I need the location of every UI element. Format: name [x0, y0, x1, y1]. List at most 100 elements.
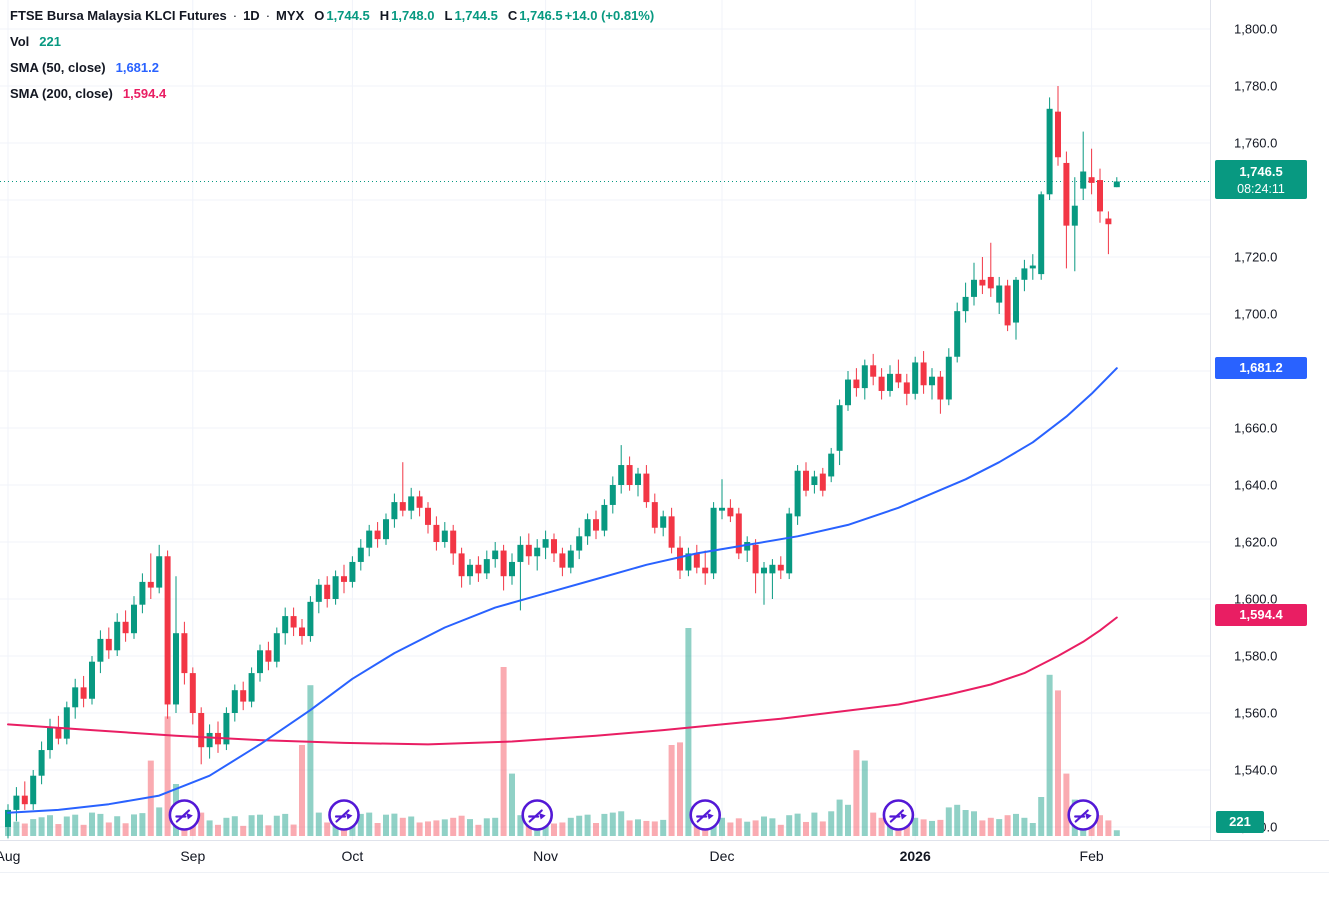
- candle-body: [72, 687, 79, 708]
- close-value: 1,746.5: [519, 8, 563, 23]
- candle-body: [399, 502, 406, 511]
- volume-bar: [55, 824, 62, 836]
- volume-bar: [593, 823, 599, 836]
- candlestick-chart-canvas[interactable]: [0, 0, 1210, 840]
- volume-bar: [315, 812, 322, 836]
- candle-body: [1046, 108, 1053, 195]
- candle-body: [299, 627, 305, 637]
- candle-body: [660, 516, 667, 528]
- contract-rollover-icon[interactable]: [328, 799, 360, 831]
- contract-rollover-icon[interactable]: [1067, 799, 1099, 831]
- candle-body: [349, 561, 356, 582]
- volume-bar: [987, 817, 994, 836]
- candle-body: [1055, 111, 1061, 158]
- volume-bar: [819, 821, 826, 836]
- contract-rollover-icon[interactable]: [521, 799, 554, 831]
- volume-bar: [803, 821, 809, 836]
- candle-body: [635, 473, 641, 485]
- price-axis[interactable]: 1,520.01,540.01,560.01,580.01,600.01,620…: [1210, 0, 1329, 840]
- candle-body: [609, 485, 616, 505]
- candle-body: [173, 633, 179, 705]
- price-axis-label: 1,600.0: [1234, 591, 1278, 607]
- volume-bar: [643, 820, 650, 836]
- volume-bar: [811, 812, 818, 836]
- volume-label: Vol: [10, 34, 30, 49]
- price-chart-pane[interactable]: FTSE Bursa Malaysia KLCI Futures · 1D · …: [0, 0, 1210, 840]
- legend-volume-row[interactable]: Vol 221: [10, 34, 654, 49]
- separator-dot: ·: [232, 8, 238, 23]
- candle-body: [618, 465, 625, 485]
- contract-rollover-icon[interactable]: [689, 799, 722, 831]
- volume-bar: [131, 814, 137, 836]
- chart-legend: FTSE Bursa Malaysia KLCI Futures · 1D · …: [10, 8, 654, 101]
- sma50-price-badge: 1,681.2: [1215, 356, 1307, 379]
- price-axis-label: 1,560.0: [1234, 705, 1278, 721]
- volume-bar: [1013, 813, 1019, 836]
- volume-bar: [769, 818, 776, 836]
- candle-body: [5, 809, 11, 827]
- candle-body: [139, 581, 146, 605]
- candle-body: [887, 373, 893, 391]
- candle-body: [559, 553, 566, 568]
- volume-value: 221: [39, 34, 61, 49]
- candle-body: [114, 621, 121, 651]
- sma50-label: SMA (50, close): [10, 60, 106, 75]
- volume-bar: [21, 823, 28, 836]
- interval-label[interactable]: 1D: [243, 8, 260, 23]
- contract-rollover-markers: [168, 799, 1099, 831]
- volume-bar: [584, 814, 591, 836]
- volume-bar: [668, 745, 675, 836]
- candle-body: [383, 519, 389, 540]
- contract-rollover-icon[interactable]: [882, 799, 915, 831]
- volume-bar: [492, 817, 499, 836]
- time-axis[interactable]: Aug Sep Oct Nov Dec 2026 Feb: [0, 840, 1329, 897]
- candle-body: [853, 379, 860, 389]
- volume-bar: [391, 813, 398, 836]
- contract-rollover-icon[interactable]: [168, 799, 201, 831]
- sma200-price-badge: 1,594.4: [1215, 603, 1307, 626]
- volume-bar: [1004, 815, 1011, 836]
- separator-dot: ·: [265, 8, 271, 23]
- time-axis-label: Aug: [0, 848, 21, 864]
- volume-bar: [408, 816, 415, 836]
- low-label: L: [444, 8, 453, 23]
- volume-bar: [525, 821, 532, 836]
- candle-body: [525, 544, 532, 557]
- volume-bar: [794, 813, 801, 836]
- legend-symbol-row[interactable]: FTSE Bursa Malaysia KLCI Futures · 1D · …: [10, 8, 654, 23]
- price-axis-label: 1,620.0: [1234, 534, 1278, 550]
- sma200-line[interactable]: [7, 616, 1118, 746]
- sma50-line[interactable]: [7, 367, 1118, 814]
- open-label: O: [314, 8, 325, 23]
- volume-bar: [1113, 830, 1120, 836]
- volume-bar: [231, 816, 238, 836]
- candle-body: [492, 550, 499, 560]
- candle-body: [467, 564, 473, 577]
- candle-body: [567, 550, 574, 568]
- volume-bar: [47, 815, 53, 836]
- volume-bar: [962, 810, 969, 836]
- candle-body: [811, 476, 818, 485]
- candle-body: [769, 564, 776, 574]
- candle-body: [509, 561, 515, 577]
- open-value: 1,744.5: [326, 8, 370, 23]
- price-axis-label: 1,720.0: [1234, 249, 1278, 265]
- volume-bar: [601, 813, 608, 836]
- candle-body: [38, 750, 45, 776]
- legend-sma50-row[interactable]: SMA (50, close) 1,681.2: [10, 60, 654, 75]
- candle-body: [223, 713, 230, 745]
- candle-body: [794, 470, 801, 517]
- volume-bar: [374, 823, 381, 836]
- legend-sma200-row[interactable]: SMA (200, close) 1,594.4: [10, 86, 654, 101]
- price-axis-label: 1,580.0: [1234, 648, 1278, 664]
- sma200-label: SMA (200, close): [10, 86, 113, 101]
- candle-body: [63, 707, 70, 739]
- candle-body: [786, 513, 793, 574]
- volume-bar: [13, 821, 20, 836]
- volume-bar: [845, 804, 851, 836]
- volume-bar: [861, 760, 868, 836]
- candle-body: [458, 553, 465, 577]
- volume-bar: [1097, 815, 1103, 836]
- candle-body: [265, 650, 272, 662]
- candle-body: [979, 279, 986, 286]
